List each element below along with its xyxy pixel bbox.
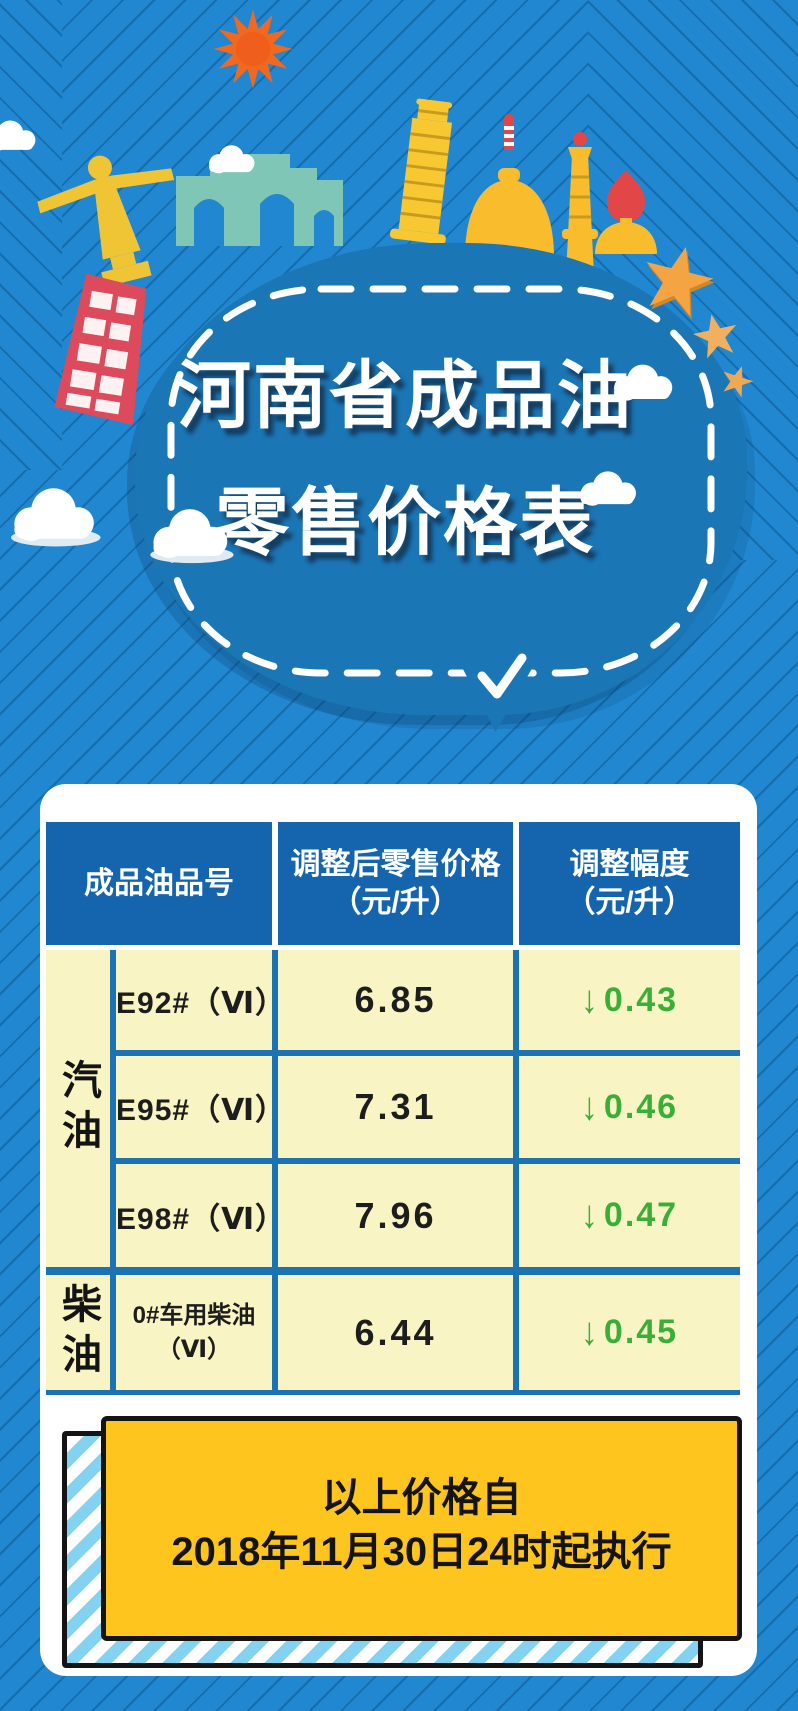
product-line2: （Ⅵ） xyxy=(156,1335,232,1363)
notice-banner: 以上价格自 2018年11月30日24时起执行 xyxy=(101,1416,742,1641)
pisa-tower-icon xyxy=(389,98,453,245)
category-diesel: 柴油 xyxy=(46,1275,110,1390)
change-value: 0.45 xyxy=(603,1313,679,1351)
header-price-line2: （元/升） xyxy=(331,885,460,919)
red-truss-tower-icon xyxy=(54,273,147,425)
dashed-border xyxy=(167,285,715,677)
category-gasoline: 汽油 xyxy=(46,950,110,1267)
christ-redeemer-icon xyxy=(37,155,175,287)
poster-title-line2: 零售价格表 xyxy=(215,481,595,564)
change-value: 0.43 xyxy=(603,980,679,1019)
speech-bubble: 河南省成品油 零售价格表 xyxy=(135,243,747,715)
arch-landmark-icon xyxy=(176,154,343,246)
notice-line2: 2018年11月30日24时起执行 xyxy=(171,1530,672,1574)
down-arrow-icon: ↓ xyxy=(580,1084,600,1129)
cloud-icon xyxy=(10,488,101,547)
star-icon xyxy=(693,314,737,359)
product-cell: E95#（Ⅵ） xyxy=(116,1056,285,1158)
header-change-line2: （元/升） xyxy=(565,885,694,919)
header-price-col: 调整后零售价格 （元/升） xyxy=(278,822,513,945)
product-cell: 0#车用柴油 （Ⅵ） xyxy=(116,1275,272,1390)
down-arrow-icon: ↓ xyxy=(580,1310,600,1354)
price-cell: 7.96 xyxy=(278,1164,513,1267)
change-cell: ↓ 0.45 xyxy=(519,1275,740,1390)
product-cell: E92#（Ⅵ） xyxy=(116,950,285,1050)
star-icon xyxy=(646,247,715,320)
change-value: 0.46 xyxy=(603,1087,679,1126)
sun-icon xyxy=(213,9,293,89)
onion-dome-icon xyxy=(595,170,657,254)
change-cell: ↓ 0.47 xyxy=(519,1164,740,1267)
price-cell: 6.85 xyxy=(278,950,513,1050)
product-line1: 0#车用柴油 xyxy=(132,1301,256,1329)
poster-title-line1: 河南省成品油 xyxy=(177,354,633,437)
cloud-icon xyxy=(209,145,255,174)
header-product-col: 成品油品号 xyxy=(46,822,272,945)
change-cell: ↓ 0.43 xyxy=(519,950,740,1050)
price-cell: 6.44 xyxy=(278,1275,513,1390)
notice-line1: 以上价格自 xyxy=(321,1476,522,1520)
header-change-col: 调整幅度 （元/升） xyxy=(519,822,740,945)
cloud-icon xyxy=(0,120,36,151)
header-price-line1: 调整后零售价格 xyxy=(290,847,501,881)
down-arrow-icon: ↓ xyxy=(580,977,600,1022)
cloud-icon xyxy=(150,509,234,564)
down-arrow-icon: ↓ xyxy=(580,1193,600,1237)
chevron-band-left xyxy=(0,0,62,470)
product-cell: E98#（Ⅵ） xyxy=(116,1164,285,1267)
minaret-icon xyxy=(562,132,598,275)
header-product-label: 成品油品号 xyxy=(84,866,234,900)
change-value: 0.47 xyxy=(603,1196,679,1234)
check-tail-icon xyxy=(477,653,527,699)
cloud-icon xyxy=(614,364,673,401)
header-change-line1: 调整幅度 xyxy=(569,847,690,881)
price-cell: 7.31 xyxy=(278,1056,513,1158)
cloud-icon xyxy=(580,471,636,506)
price-table: 汽油 柴油 E92#（Ⅵ） 6.85 ↓ 0.43 E95#（Ⅵ） 7.31 ↓… xyxy=(46,950,740,1395)
star-icon xyxy=(723,366,754,398)
change-cell: ↓ 0.46 xyxy=(519,1056,740,1158)
dome-landmark-icon xyxy=(465,114,554,257)
